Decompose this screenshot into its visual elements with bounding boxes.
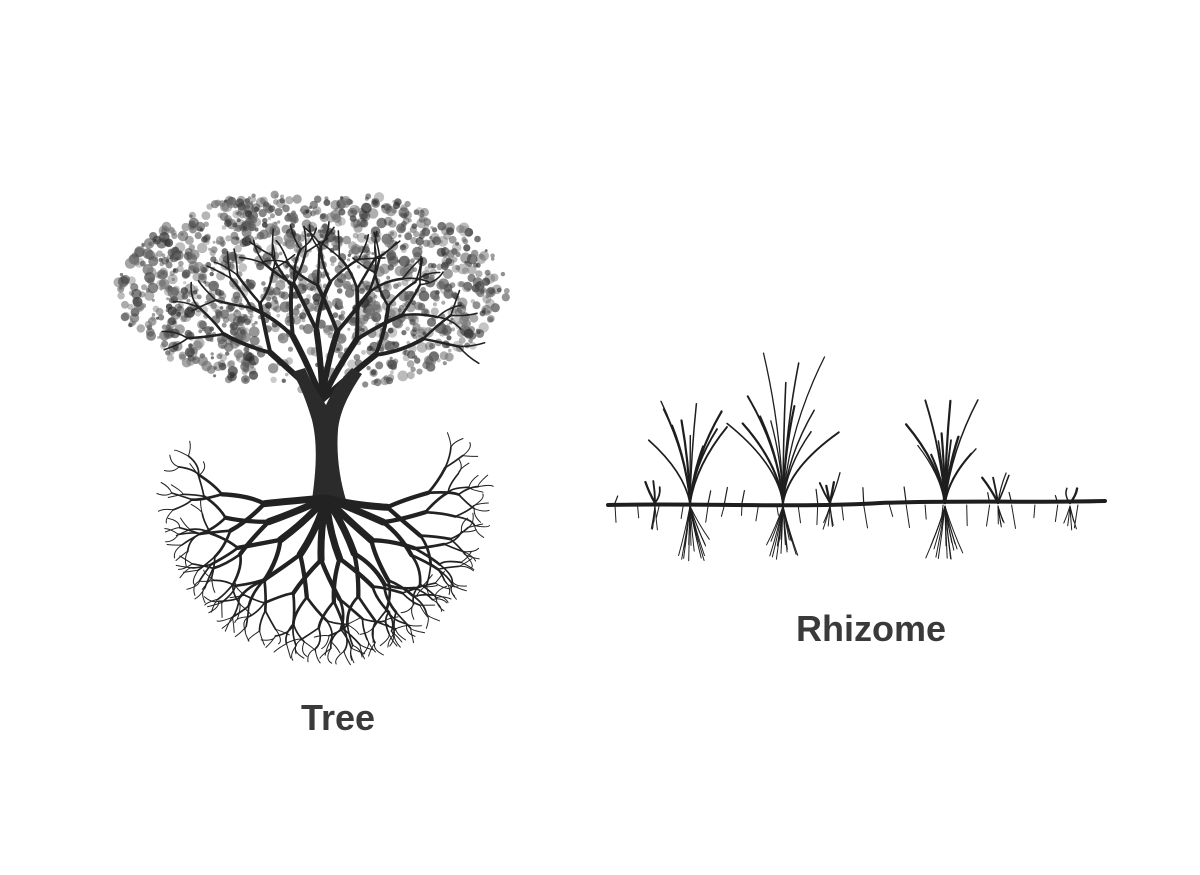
- tree-roots: [156, 432, 494, 666]
- rhizome-caption: Rhizome: [795, 608, 947, 649]
- tree-caption: Tree: [300, 697, 376, 738]
- tree-with-roots-illustration: [113, 190, 510, 666]
- rhizome-stem: [606, 499, 1107, 508]
- rhizome-grass-tufts: [614, 352, 1079, 505]
- tree-canopy: [113, 190, 510, 394]
- rhizome-rootlets: [614, 504, 1079, 562]
- rhizome-grass-illustration: [606, 352, 1107, 562]
- tree-trunk: [292, 368, 362, 500]
